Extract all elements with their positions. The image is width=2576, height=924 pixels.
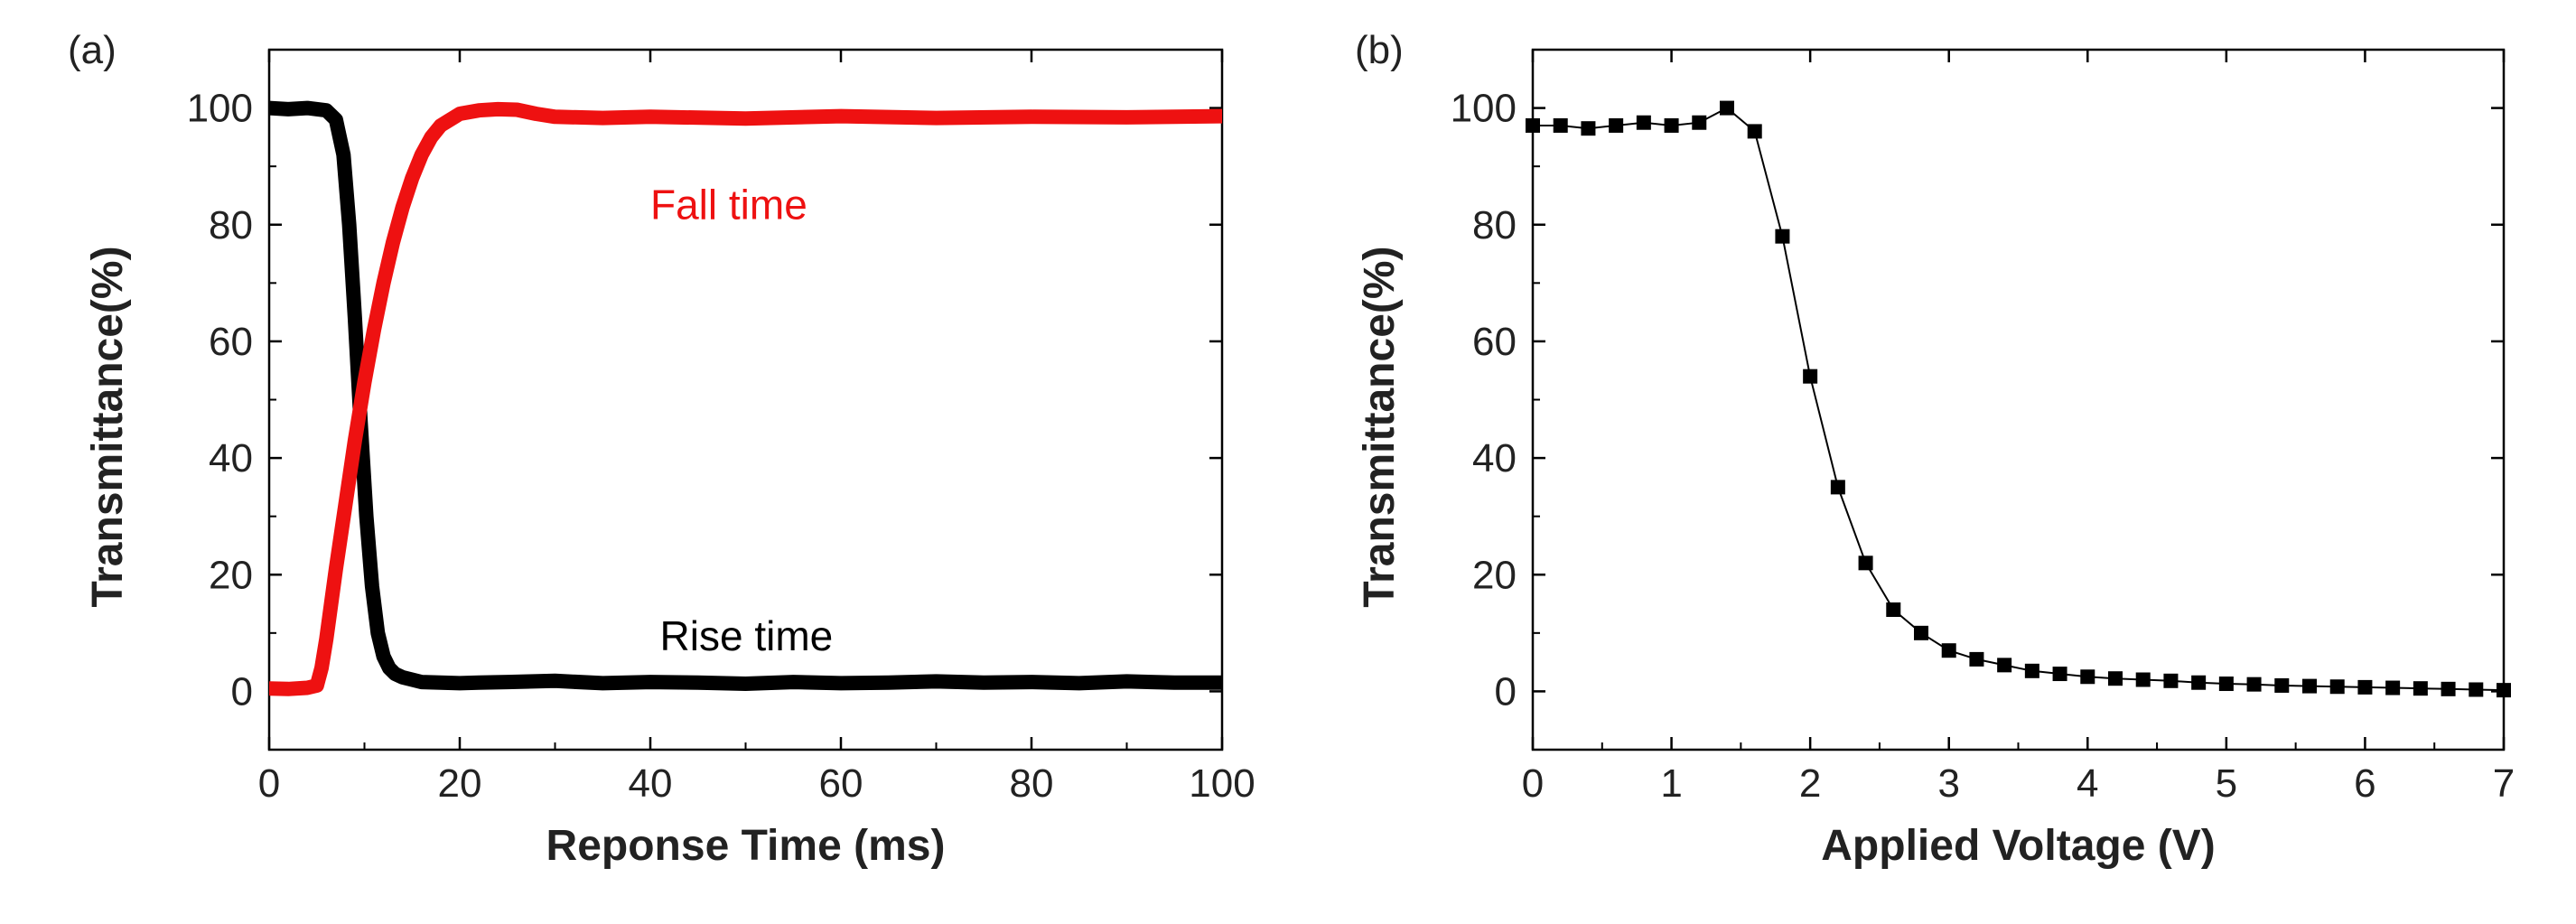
x-tick-label: 2	[1799, 761, 1821, 806]
data-point	[1914, 625, 1928, 640]
data-point	[1609, 117, 1624, 133]
data-point	[2329, 679, 2345, 695]
data-point	[1830, 480, 1845, 495]
y-tick-label: 60	[209, 320, 253, 364]
data-point	[2441, 681, 2456, 696]
x-tick-label: 0	[1522, 761, 1544, 806]
data-point	[2274, 677, 2290, 693]
data-point	[1886, 602, 1901, 617]
y-axis-title: Transmittance(%)	[84, 246, 132, 607]
x-tick-label: 3	[1937, 761, 1959, 806]
data-point	[2497, 683, 2511, 698]
series-line-0	[1533, 107, 2504, 692]
series-line-0	[269, 100, 1222, 691]
x-tick-label: 5	[2216, 761, 2237, 806]
data-point	[2469, 682, 2484, 697]
data-point	[1969, 651, 1984, 667]
data-point	[1941, 643, 1956, 658]
data-point	[2108, 671, 2123, 686]
data-point	[2080, 669, 2095, 685]
x-axis-title: Applied Voltage (V)	[1821, 822, 2215, 870]
y-axis-title: Transmittance(%)	[1356, 246, 1404, 607]
data-point	[1997, 658, 2012, 673]
data-point	[1581, 121, 1596, 136]
y-tick-label: 100	[1451, 87, 1517, 131]
data-point	[2357, 679, 2373, 695]
x-tick-label: 60	[819, 761, 863, 806]
data-point	[1526, 117, 1540, 133]
data-point	[1553, 117, 1568, 133]
data-point	[2163, 673, 2179, 688]
data-point	[1747, 124, 1762, 139]
chart-panel-a: (a) 0 20 40 60 80 100 0 20 40 60 80 100 Reponse Time …	[68, 28, 1255, 870]
y-tick-label: 100	[187, 87, 253, 131]
data-point	[1720, 100, 1734, 116]
annotation-rise-time: Rise time	[660, 612, 834, 659]
x-tick-label: 0	[258, 761, 280, 806]
chart-panel-b: (b) 0 1 2 3 4 5 6 7 0 20 40 60 80 100 Applied Voltage (…	[1355, 28, 2515, 870]
data-point	[1775, 229, 1790, 244]
data-point	[1803, 369, 1818, 384]
data-point	[1858, 555, 1873, 571]
data-point	[1664, 117, 1679, 133]
x-tick-label: 7	[2493, 761, 2515, 806]
data-point	[2135, 672, 2151, 687]
data-point	[2191, 675, 2207, 690]
y-tick-label: 0	[231, 669, 253, 714]
data-point	[2024, 663, 2039, 678]
x-axis-title: Reponse Time (ms)	[546, 822, 946, 870]
x-tick-label: 40	[629, 761, 673, 806]
y-tick-label: 20	[1472, 553, 1517, 597]
data-point	[2302, 678, 2317, 694]
x-tick-label: 4	[2077, 761, 2098, 806]
data-point	[1692, 115, 1707, 130]
panel-label: (a)	[68, 28, 117, 72]
y-tick-label: 0	[1495, 669, 1517, 714]
x-tick-label: 100	[1189, 761, 1255, 806]
y-tick-label: 80	[1472, 203, 1517, 247]
y-tick-label: 60	[1472, 320, 1517, 364]
y-tick-label: 40	[209, 436, 253, 481]
series-line-1	[269, 101, 1222, 696]
data-point	[2413, 681, 2428, 696]
plot-frame	[1531, 48, 2506, 751]
x-tick-label: 1	[1660, 761, 1682, 806]
y-tick-label: 20	[209, 553, 253, 597]
data-point	[2052, 667, 2067, 682]
panel-label: (b)	[1355, 28, 1404, 72]
y-tick-label: 40	[1472, 436, 1517, 481]
x-tick-label: 20	[438, 761, 482, 806]
data-point	[2385, 680, 2401, 695]
data-point	[1636, 115, 1651, 130]
data-point	[2218, 677, 2234, 692]
y-tick-label: 80	[209, 203, 253, 247]
x-tick-label: 6	[2354, 761, 2375, 806]
annotation-fall-time: Fall time	[650, 181, 807, 228]
x-tick-label: 80	[1010, 761, 1054, 806]
data-point	[2246, 677, 2262, 692]
